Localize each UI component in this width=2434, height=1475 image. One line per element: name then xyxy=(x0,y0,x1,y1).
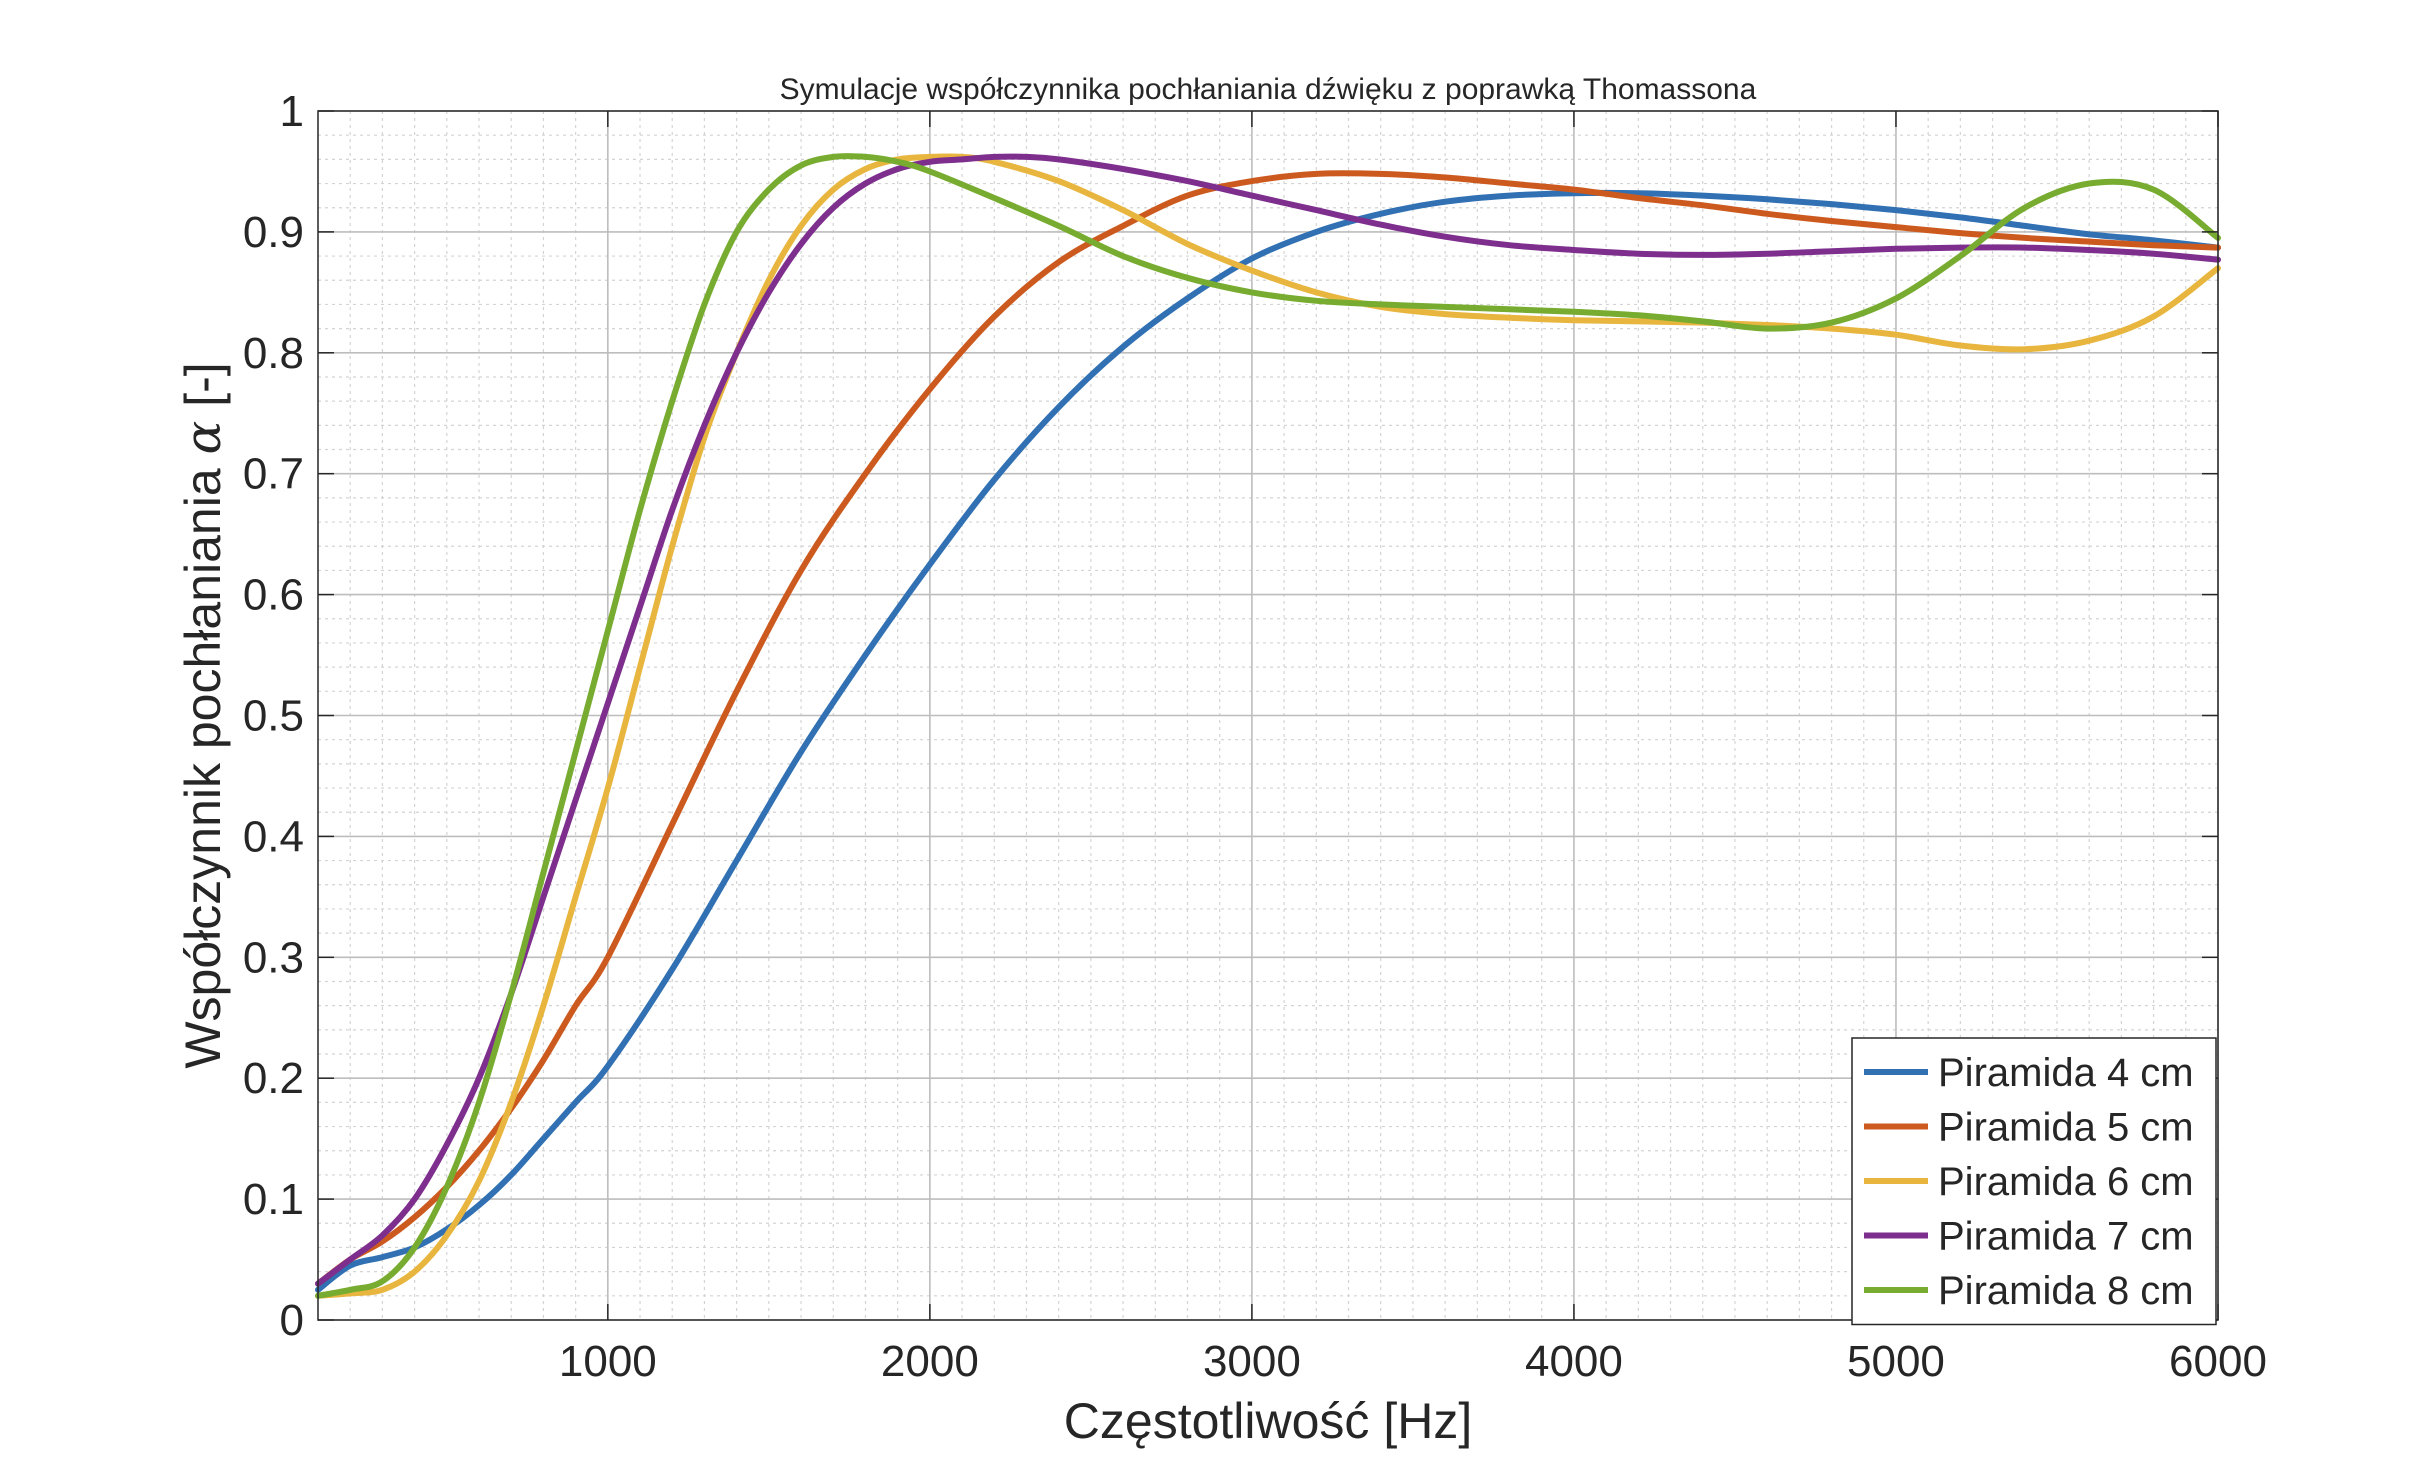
legend-label: Piramida 5 cm xyxy=(1938,1106,2194,1150)
y-tick-label: 0.1 xyxy=(243,1175,304,1224)
y-axis-label-symbol: α xyxy=(174,421,232,455)
series-line-5 xyxy=(315,153,2221,1299)
chart-title: Symulacje współczynnika pochłaniania dźw… xyxy=(780,73,1757,106)
x-tick-label: 1000 xyxy=(559,1337,657,1386)
tick-labels: 1000 2000 3000 4000 5000 6000 0 0.1 0.2 0.3 0.4 0.5… xyxy=(243,87,2267,1386)
y-tick-label: 0.4 xyxy=(243,812,304,861)
y-tick-label: 0.8 xyxy=(243,329,304,378)
y-tick-label: 0 xyxy=(280,1296,304,1345)
y-tick-label: 0.5 xyxy=(243,692,304,741)
y-tick-label: 0.2 xyxy=(243,1054,304,1103)
y-tick-label: 0.6 xyxy=(243,571,304,620)
legend-label: Piramida 4 cm xyxy=(1938,1051,2194,1095)
legend: Piramida 4 cm Piramida 5 cm Piramida 6 cm P… xyxy=(1851,1037,2217,1326)
y-tick-label: 1 xyxy=(280,87,304,136)
series-line-2 xyxy=(315,170,2221,1287)
legend-label: Piramida 6 cm xyxy=(1938,1160,2194,1204)
x-tick-label: 3000 xyxy=(1203,1337,1301,1386)
y-tick-label: 0.3 xyxy=(243,933,304,982)
y-tick-label: 0.7 xyxy=(243,450,304,499)
x-tick-label: 6000 xyxy=(2169,1337,2267,1386)
series-line-4 xyxy=(315,153,2221,1287)
legend-label: Piramida 7 cm xyxy=(1938,1215,2194,1259)
x-tick-label: 5000 xyxy=(1847,1337,1945,1386)
series-layer xyxy=(315,153,2221,1299)
x-axis-label: Częstotliwość [Hz] xyxy=(1064,1393,1472,1449)
y-tick-label: 0.9 xyxy=(243,208,304,257)
series-line-1 xyxy=(315,189,2221,1293)
x-tick-label: 4000 xyxy=(1525,1337,1623,1386)
y-axis-label-text: Współczynnik pochłaniania xyxy=(175,454,231,1068)
x-tick-label: 2000 xyxy=(881,1337,979,1386)
y-axis-label: Współczynnik pochłaniania α [-] xyxy=(174,362,232,1068)
y-axis-label-unit: [-] xyxy=(175,362,231,420)
legend-label: Piramida 8 cm xyxy=(1938,1269,2194,1313)
